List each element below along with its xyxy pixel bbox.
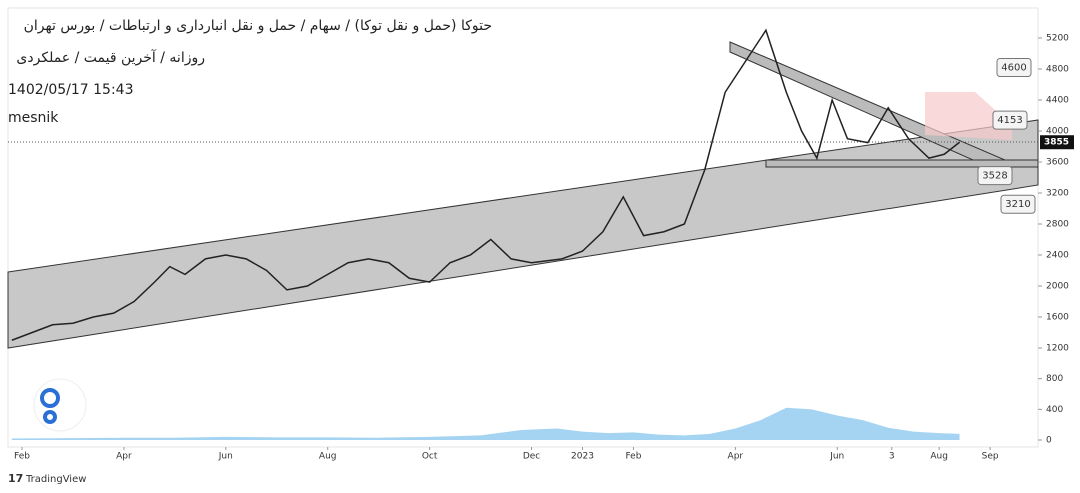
logo-mark <box>43 410 57 424</box>
y2-tick-label: 0 <box>1046 436 1052 446</box>
annotation-label: 4600 <box>1001 63 1026 74</box>
x-tick-label: 3 <box>889 452 895 462</box>
logo-mark <box>40 388 60 408</box>
annotation-label: 3210 <box>1005 199 1030 210</box>
x-tick-label: Oct <box>422 452 438 462</box>
annotation-box <box>1000 194 1036 214</box>
brand-logo: 17 <box>8 472 23 485</box>
annotation-box <box>977 166 1013 186</box>
y-tick-label: 3200 <box>1046 189 1069 199</box>
x-tick-label: Feb <box>14 452 30 462</box>
x-tick-label: Sep <box>982 452 999 462</box>
y-tick-label: 4400 <box>1046 96 1069 106</box>
volume-area <box>11 407 960 440</box>
y2-tick-label: 400 <box>1046 405 1063 415</box>
cloud <box>925 92 1012 140</box>
x-tick-label: Dec <box>523 452 540 462</box>
x-tick-label: Jun <box>829 452 844 462</box>
last-price-box <box>1040 135 1074 150</box>
y-tick-label: 4000 <box>1046 127 1069 137</box>
support-zone <box>765 159 1039 168</box>
x-tick-label: Aug <box>930 452 948 462</box>
logo <box>33 378 87 432</box>
title: حتوکا (حمل و نقل توکا) / سهام / حمل و نق… <box>23 18 492 34</box>
y2-tick-label: 800 <box>1046 374 1063 384</box>
y-tick-label: 3600 <box>1046 158 1069 168</box>
last-price-label: 3855 <box>1044 138 1069 148</box>
x-tick-label: Aug <box>319 452 337 462</box>
y-tick-label: 2800 <box>1046 220 1069 230</box>
x-tick-label: Apr <box>728 452 744 462</box>
x-tick-label: 2023 <box>571 452 594 462</box>
y-tick-label: 4800 <box>1046 65 1069 75</box>
annotation-box <box>996 58 1032 77</box>
datetime: 1402/05/17 15:43 <box>8 82 134 98</box>
annotation-label: 3528 <box>982 171 1007 182</box>
channel <box>7 119 1039 349</box>
y-tick-label: 2000 <box>1046 282 1069 292</box>
y-tick-label: 1600 <box>1046 313 1069 323</box>
annotation-label: 4153 <box>997 115 1022 126</box>
brand: TradingView <box>25 474 86 485</box>
y-tick-label: 2400 <box>1046 251 1069 261</box>
author: mesnik <box>8 110 59 126</box>
x-tick-label: Apr <box>116 452 132 462</box>
price-line <box>11 28 960 341</box>
x-tick-label: Feb <box>625 452 641 462</box>
y2-tick-label: 1200 <box>1046 344 1069 354</box>
y-tick-label: 5200 <box>1046 34 1069 44</box>
x-tick-label: Jun <box>218 452 233 462</box>
subtitle: روزانه / آخرین قیمت / عملکردی <box>16 50 205 66</box>
annotation-box <box>992 110 1028 130</box>
